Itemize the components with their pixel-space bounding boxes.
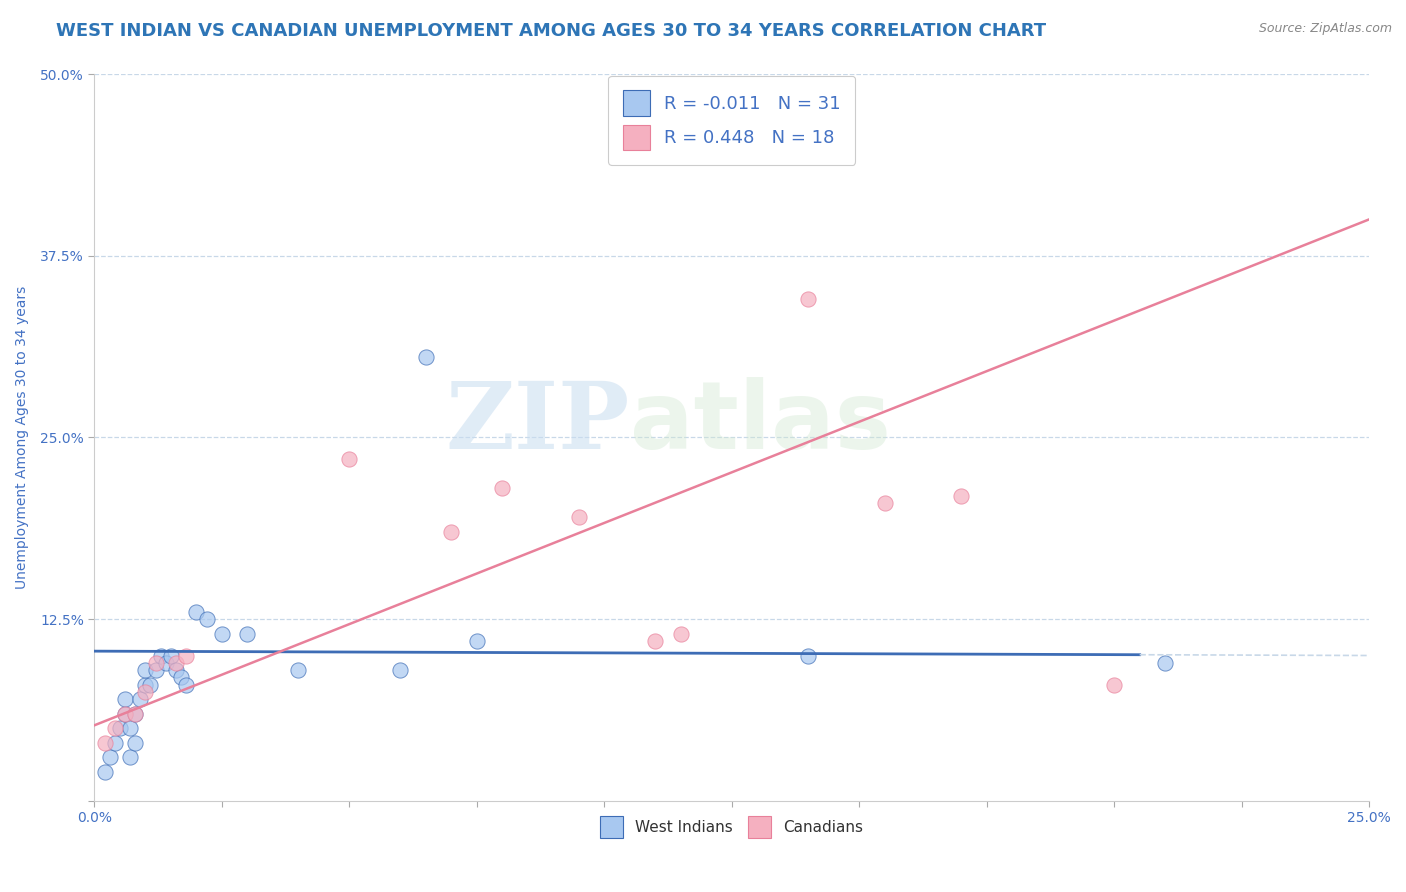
Point	[170, 670, 193, 684]
Point	[1154, 656, 1177, 670]
Point	[134, 663, 156, 677]
Point	[644, 634, 666, 648]
Point	[129, 692, 152, 706]
Point	[440, 524, 463, 539]
Point	[145, 663, 167, 677]
Point	[211, 626, 233, 640]
Point	[165, 663, 187, 677]
Point	[186, 605, 208, 619]
Point	[1102, 677, 1125, 691]
Point	[491, 481, 513, 495]
Point	[108, 721, 131, 735]
Point	[287, 663, 309, 677]
Point	[195, 612, 218, 626]
Point	[797, 293, 820, 307]
Point	[155, 656, 177, 670]
Point	[134, 685, 156, 699]
Point	[93, 736, 115, 750]
Point	[114, 706, 136, 721]
Text: WEST INDIAN VS CANADIAN UNEMPLOYMENT AMONG AGES 30 TO 34 YEARS CORRELATION CHART: WEST INDIAN VS CANADIAN UNEMPLOYMENT AMO…	[56, 22, 1046, 40]
Point	[120, 750, 142, 764]
Point	[124, 736, 146, 750]
Point	[389, 663, 412, 677]
Point	[465, 634, 488, 648]
Point	[124, 706, 146, 721]
Point	[174, 648, 197, 663]
Point	[568, 510, 591, 524]
Text: ZIP: ZIP	[446, 378, 630, 468]
Point	[337, 452, 360, 467]
Point	[134, 677, 156, 691]
Text: Source: ZipAtlas.com: Source: ZipAtlas.com	[1258, 22, 1392, 36]
Point	[149, 648, 172, 663]
Point	[415, 351, 437, 365]
Point	[873, 496, 896, 510]
Point	[236, 626, 259, 640]
Point	[114, 706, 136, 721]
Point	[104, 721, 127, 735]
Point	[950, 489, 973, 503]
Y-axis label: Unemployment Among Ages 30 to 34 years: Unemployment Among Ages 30 to 34 years	[15, 285, 30, 589]
Point	[145, 656, 167, 670]
Point	[165, 656, 187, 670]
Legend: West Indians, Canadians: West Indians, Canadians	[593, 810, 869, 844]
Point	[93, 764, 115, 779]
Point	[124, 706, 146, 721]
Point	[98, 750, 121, 764]
Point	[797, 648, 820, 663]
Point	[174, 677, 197, 691]
Point	[139, 677, 162, 691]
Point	[120, 721, 142, 735]
Point	[669, 626, 692, 640]
Point	[160, 648, 183, 663]
Text: atlas: atlas	[630, 377, 891, 469]
Point	[114, 692, 136, 706]
Point	[104, 736, 127, 750]
